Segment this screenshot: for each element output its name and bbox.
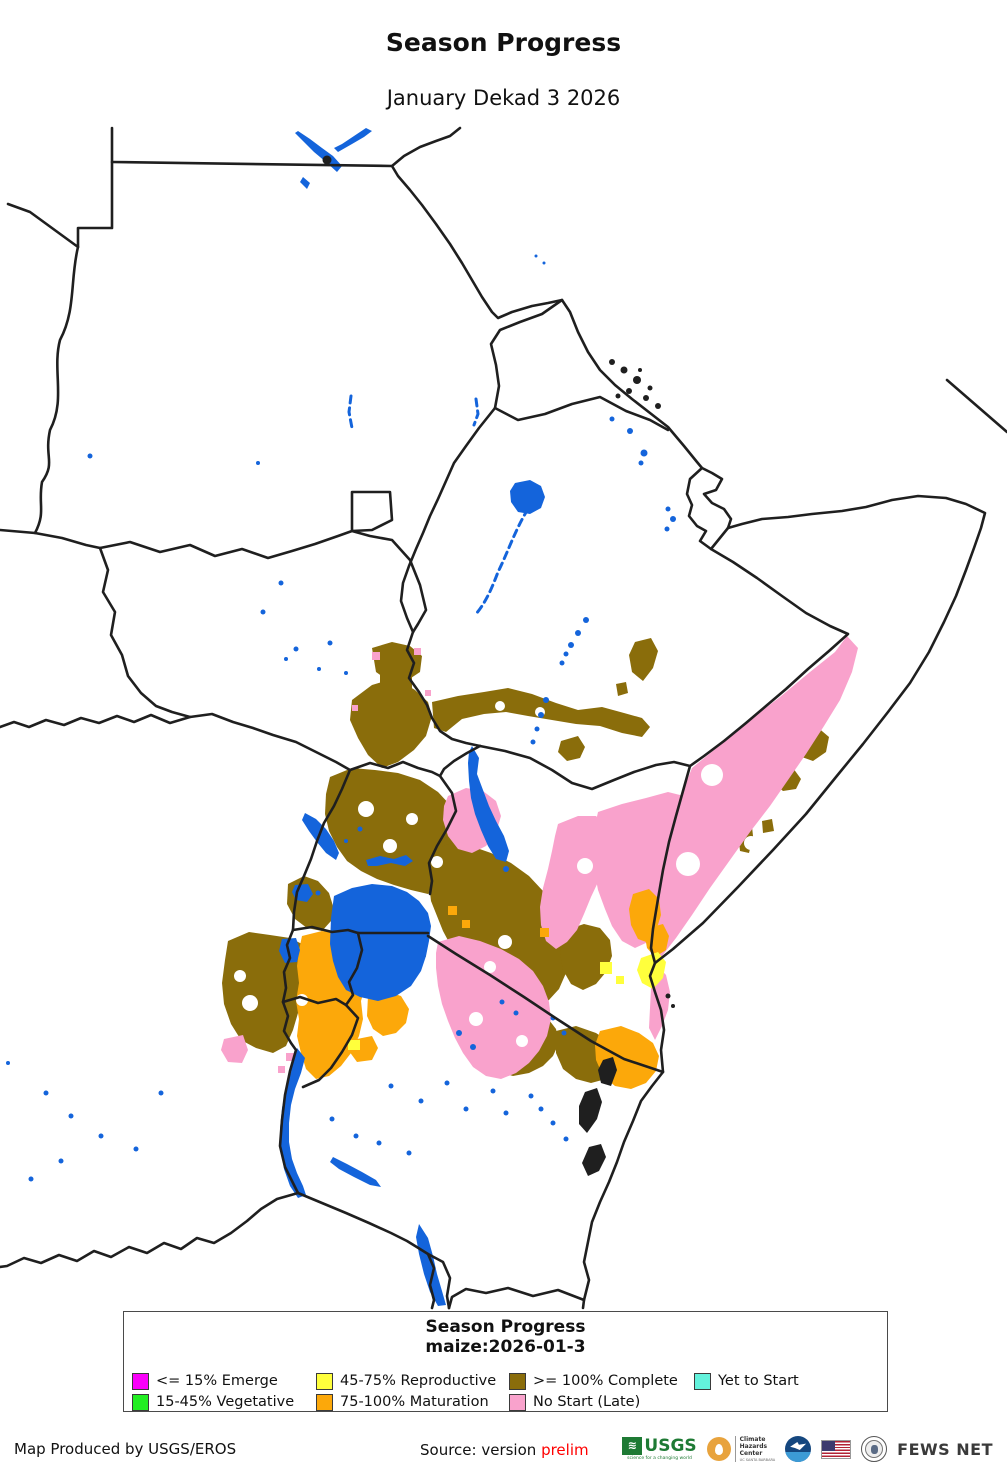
chc-line3: Center (739, 1450, 763, 1457)
raster-holes (234, 667, 793, 1047)
legend-item: No Start (Late) (509, 1393, 640, 1411)
produced-by-text: Map Produced by USGS/EROS (14, 1440, 237, 1458)
legend-item: <= 15% Emerge (132, 1372, 278, 1390)
legend-label: >= 100% Complete (533, 1373, 678, 1389)
legend-swatch-nostart (509, 1393, 526, 1411)
legend-item: 15-45% Vegetative (132, 1393, 294, 1411)
legend-label: 45-75% Reproductive (340, 1373, 497, 1389)
legend-item: 45-75% Reproductive (316, 1372, 496, 1390)
usgs-tagline: science for a changing world (627, 1456, 692, 1461)
legend-label: 15-45% Vegetative (156, 1394, 295, 1410)
legend-item: Yet to Start (694, 1372, 799, 1390)
legend-title-line2: maize:2026-01-3 (425, 1337, 586, 1358)
legend-title-line1: Season Progress (425, 1317, 586, 1337)
fewsnet-logo-text: FEWS NET (897, 1439, 993, 1459)
legend-swatch-yettostart (694, 1372, 711, 1390)
legend-swatch-reproductive (316, 1372, 333, 1390)
legend-label: <= 15% Emerge (156, 1373, 278, 1389)
state-dept-seal-icon (861, 1436, 888, 1462)
chc-subtext: UC SANTA BARBARA (739, 1458, 776, 1462)
page-title: Season Progress (385, 28, 622, 57)
raster-nostart (221, 636, 858, 1079)
islands (322, 155, 675, 1176)
usgs-wave-icon: ≋ (622, 1437, 643, 1455)
source-text: Source: version prelim (420, 1441, 589, 1459)
rivers (347, 394, 530, 616)
logo-row: ≋ USGS science for a changing world Clim… (622, 1434, 993, 1464)
legend-label: No Start (Late) (533, 1394, 641, 1410)
legend-swatch-maturation (316, 1393, 333, 1411)
legend-item: >= 100% Complete (509, 1372, 678, 1390)
legend-box: Season Progress maize:2026-01-3 <= 15% E… (123, 1311, 888, 1412)
source-prefix: Source: version (420, 1441, 542, 1459)
country-borders (0, 126, 1007, 1310)
climate-hazards-center-logo: Climate Hazards Center UC SANTA BARBARA (706, 1436, 776, 1462)
chc-droplet-icon (706, 1437, 731, 1461)
source-status: prelim (541, 1441, 589, 1459)
us-flag-icon (821, 1439, 852, 1459)
legend-title: Season Progress maize:2026-01-3 (124, 1317, 887, 1358)
legend-label: 75-100% Maturation (340, 1394, 489, 1410)
legend-item: 75-100% Maturation (316, 1393, 489, 1411)
legend-label: Yet to Start (718, 1373, 799, 1389)
page-subtitle: January Dekad 3 2026 (386, 86, 621, 110)
legend-swatch-complete (509, 1372, 526, 1390)
noaa-logo-icon (785, 1436, 812, 1462)
chc-line2: Hazards (739, 1443, 768, 1450)
usgs-logo-text: USGS (644, 1435, 697, 1456)
chc-line1: Climate (739, 1436, 766, 1443)
usgs-logo: ≋ USGS science for a changing world (622, 1435, 697, 1461)
legend-swatch-emerge (132, 1372, 149, 1390)
legend-swatch-vegetative (132, 1393, 149, 1411)
